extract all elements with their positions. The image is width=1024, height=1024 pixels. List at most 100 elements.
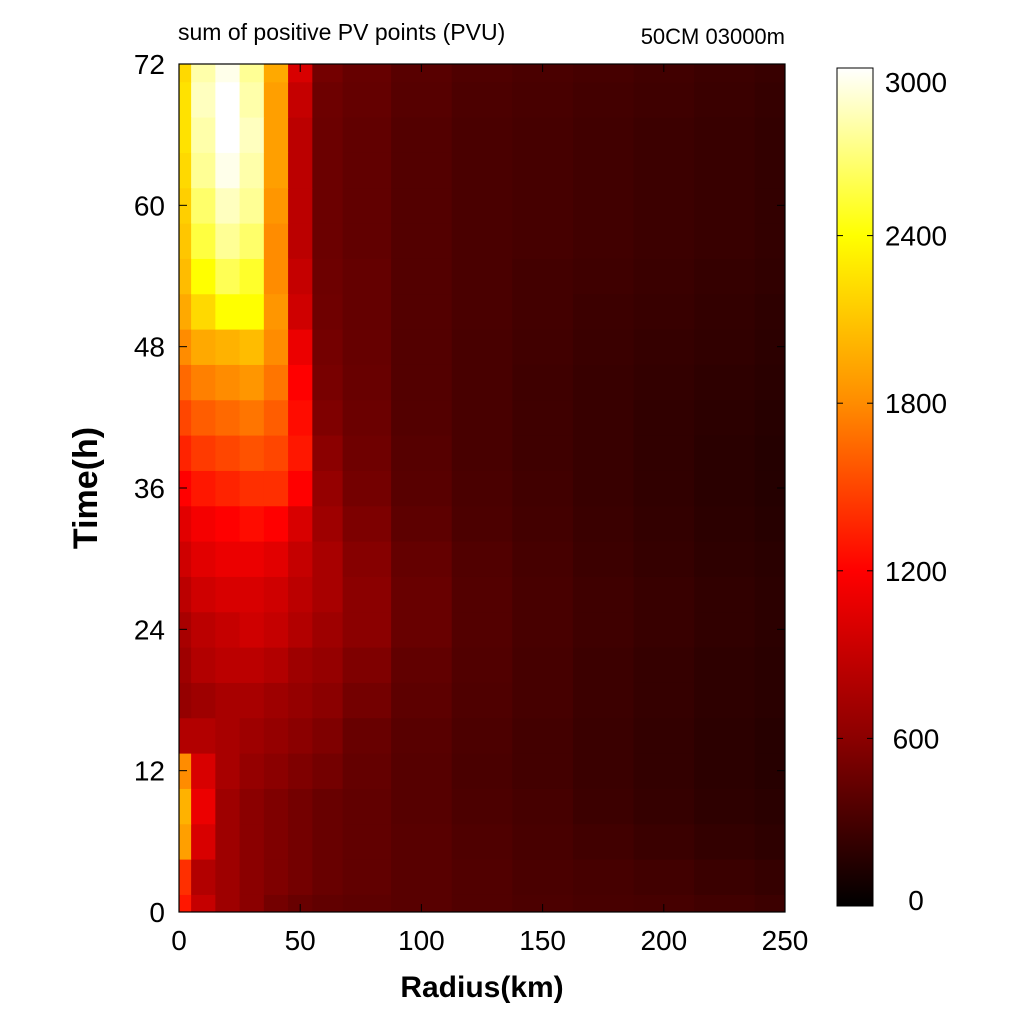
heatmap-cell: [312, 364, 344, 401]
heatmap-cell: [263, 753, 289, 789]
heatmap-cell: [342, 64, 392, 83]
heatmap-cell: [391, 435, 453, 471]
heatmap-cell: [633, 293, 695, 330]
heatmap-cell: [191, 611, 216, 648]
heatmap-cell: [342, 223, 392, 259]
heatmap-cell: [179, 823, 192, 860]
heatmap-cell: [263, 435, 289, 471]
heatmap-cell: [512, 682, 574, 719]
heatmap-cell: [179, 859, 192, 895]
heatmap-cell: [451, 859, 513, 895]
heatmap-cell: [191, 682, 216, 719]
heatmap-cell: [191, 505, 216, 542]
heatmap-cell: [191, 576, 216, 613]
heatmap-cell: [633, 788, 695, 825]
heatmap-cell: [312, 647, 344, 683]
heatmap-cell: [391, 293, 453, 330]
heatmap-cell: [694, 859, 756, 895]
heatmap-cell: [215, 470, 241, 507]
heatmap-cell: [633, 364, 695, 401]
heatmap-cell: [215, 823, 241, 860]
heatmap-cell: [191, 223, 216, 259]
heatmap-cell: [451, 364, 513, 401]
heatmap-cell: [312, 576, 344, 613]
x-axis-label: Radius(km): [400, 971, 563, 1004]
heatmap-cell: [215, 717, 241, 754]
heatmap-cell: [694, 187, 756, 224]
heatmap-cell: [191, 894, 216, 912]
heatmap-cell: [191, 788, 216, 825]
heatmap-cell: [633, 894, 695, 912]
heatmap-cell: [191, 117, 216, 153]
heatmap-cell: [312, 258, 344, 295]
heatmap-cell: [754, 682, 785, 719]
heatmap-cell: [179, 788, 192, 825]
heatmap-cell: [754, 717, 785, 754]
heatmap-cell: [451, 788, 513, 825]
heatmap-cell: [342, 541, 392, 577]
y-tick-label: 36: [134, 473, 165, 504]
heatmap-cell: [633, 717, 695, 754]
heatmap-cell: [754, 399, 785, 436]
heatmap-cell: [342, 117, 392, 153]
heatmap-cell: [451, 223, 513, 259]
heatmap-cell: [263, 399, 289, 436]
heatmap-cell: [312, 329, 344, 365]
heatmap-cell: [451, 753, 513, 789]
heatmap-cell: [694, 293, 756, 330]
heatmap-cell: [391, 152, 453, 189]
heatmap-cell: [312, 788, 344, 825]
heatmap-cell: [572, 470, 635, 507]
heatmap-cell: [288, 435, 313, 471]
heatmap-cell: [342, 576, 392, 613]
heatmap-cell: [215, 258, 241, 295]
heatmap-cell: [288, 505, 313, 542]
heatmap-cell: [391, 505, 453, 542]
heatmap-cell: [572, 399, 635, 436]
heatmap-cell: [572, 788, 635, 825]
heatmap-cell: [572, 117, 635, 153]
heatmap-cell: [215, 435, 241, 471]
heatmap-cell: [342, 611, 392, 648]
colorbar-tick-label: 600: [893, 723, 940, 754]
heatmap-cell: [694, 258, 756, 295]
heatmap-cell: [342, 329, 392, 365]
heatmap-cell: [512, 859, 574, 895]
heatmap-cell: [215, 293, 241, 330]
heatmap-cell: [391, 647, 453, 683]
heatmap-cell: [694, 364, 756, 401]
heatmap-cell: [288, 611, 313, 648]
chart-title: sum of positive PV points (PVU): [178, 19, 505, 45]
heatmap-cell: [754, 435, 785, 471]
heatmap-cell: [288, 117, 313, 153]
colorbar-tick-label: 0: [908, 885, 924, 916]
heatmap-cell: [312, 894, 344, 912]
heatmap-cell: [179, 64, 192, 83]
heatmap-cell: [391, 611, 453, 648]
x-tick-label: 0: [171, 925, 187, 956]
heatmap-cell: [239, 470, 265, 507]
heatmap-cell: [191, 753, 216, 789]
heatmap-cell: [239, 823, 265, 860]
heatmap-cell: [694, 117, 756, 153]
heatmap-cell: [239, 576, 265, 613]
heatmap-cell: [451, 682, 513, 719]
heatmap-cell: [512, 364, 574, 401]
heatmap-cell: [754, 576, 785, 613]
heatmap-cells: [179, 64, 785, 912]
heatmap-cell: [694, 788, 756, 825]
heatmap-cell: [263, 647, 289, 683]
heatmap-cell: [288, 788, 313, 825]
heatmap-cell: [312, 152, 344, 189]
heatmap-cell: [633, 81, 695, 118]
heatmap-cell: [391, 187, 453, 224]
heatmap-cell: [754, 152, 785, 189]
colorbar-tick-label: 1200: [885, 556, 947, 587]
heatmap-cell: [694, 647, 756, 683]
heatmap-cell: [342, 682, 392, 719]
heatmap-cell: [215, 576, 241, 613]
heatmap-cell: [633, 399, 695, 436]
heatmap-cell: [451, 81, 513, 118]
heatmap-cell: [633, 647, 695, 683]
heatmap-cell: [312, 435, 344, 471]
